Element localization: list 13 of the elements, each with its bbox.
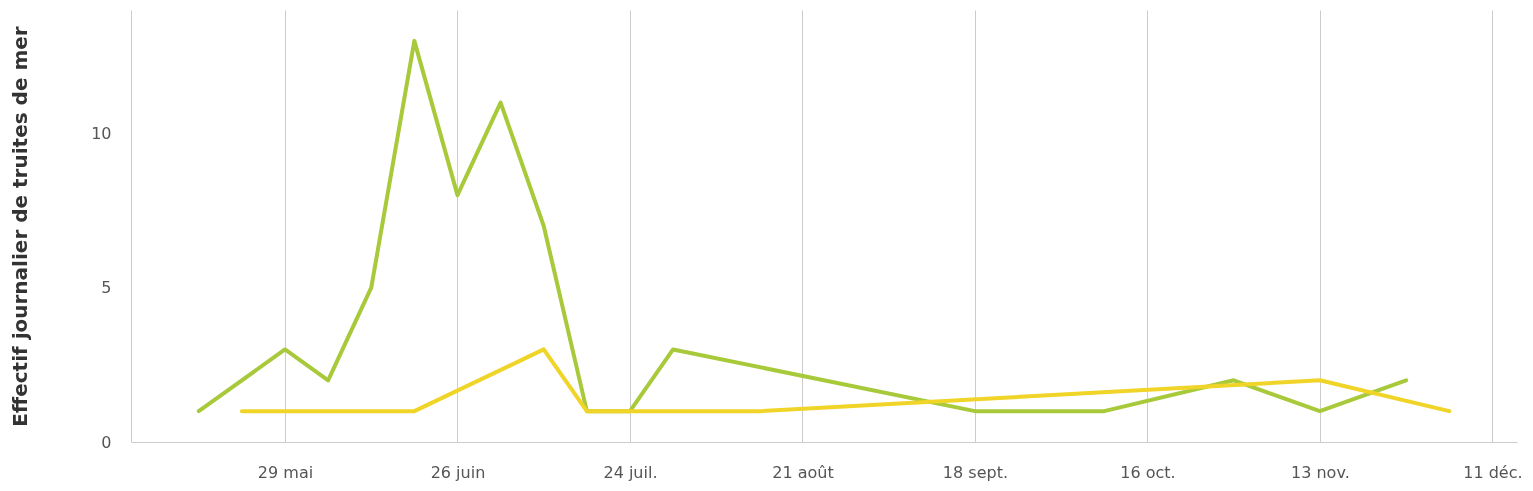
x-tick-label: 29 mai [257,462,314,482]
x-tick-label: 21 août [772,462,834,482]
y-tick-label: 10 [91,123,112,143]
y-tick-label: 0 [101,432,112,452]
x-tick-label: 18 sept. [942,462,1008,482]
y-axis-title: Effectif journalier de truites de mer [8,26,33,427]
x-tick-label: 16 oct. [1120,462,1176,482]
x-tick-label: 13 nov. [1291,462,1350,482]
x-tick-label: 24 juil. [603,462,658,482]
x-tick-label: 11 déc. [1463,462,1523,482]
y-tick-label: 5 [101,278,112,298]
line-series [196,38,1409,414]
x-tick-label: 26 juin [430,462,486,482]
